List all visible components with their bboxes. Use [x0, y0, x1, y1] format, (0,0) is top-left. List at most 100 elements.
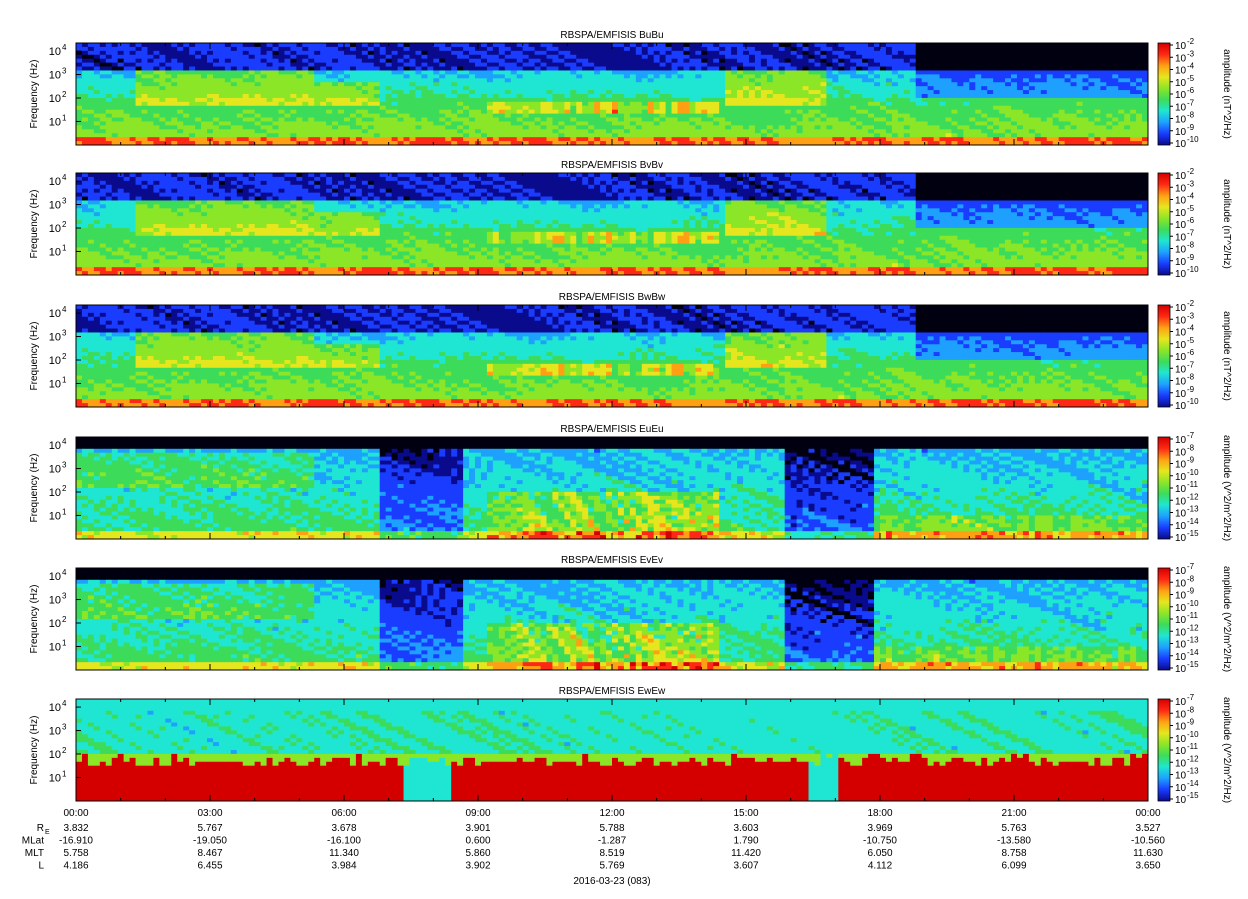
heatmap-cell [81, 220, 89, 225]
heatmap-cell [1124, 101, 1131, 107]
heatmap-cell [480, 70, 488, 75]
heatmap-cell [373, 86, 381, 91]
heatmap-cell [623, 117, 631, 122]
heatmap-cell [588, 74, 595, 79]
heatmap-cell [689, 97, 696, 103]
heatmap-cell [981, 101, 988, 107]
heatmap-cell [1046, 90, 1054, 95]
heatmap-cell [445, 43, 452, 48]
heatmap-cell [93, 176, 101, 182]
heatmap-cell [183, 105, 190, 111]
heatmap-cell [439, 94, 446, 99]
heatmap-cell [433, 66, 440, 71]
heatmap-cell [147, 82, 154, 87]
heatmap-cell [159, 58, 166, 64]
heatmap-cell [623, 86, 631, 91]
heatmap-cell [147, 54, 154, 60]
heatmap-cell [415, 90, 422, 95]
heatmap-cell [582, 90, 589, 95]
heatmap-cell [635, 94, 643, 99]
heatmap-cell [344, 137, 351, 142]
heatmap-cell [790, 133, 798, 138]
heatmap-cell [189, 109, 196, 115]
heatmap-cell [391, 137, 398, 142]
heatmap-cell [415, 137, 422, 142]
heatmap-cell [975, 90, 982, 95]
heatmap-cell [623, 101, 631, 107]
heatmap-cell [421, 70, 428, 75]
heatmap-cell [993, 97, 1000, 103]
heatmap-cell [612, 46, 619, 52]
heatmap-cell [975, 121, 982, 126]
heatmap-cell [1094, 46, 1101, 52]
heatmap-cell [516, 133, 524, 138]
heatmap-cell [891, 43, 899, 48]
heatmap-cell [862, 78, 869, 83]
heatmap-cell [987, 50, 994, 56]
heatmap-cell [349, 113, 357, 118]
heatmap-cell [201, 90, 208, 95]
heatmap-cell [403, 78, 410, 83]
heatmap-cell [921, 125, 929, 130]
heatmap-cell [737, 50, 744, 56]
heatmap-cell [665, 113, 672, 118]
heatmap-cell [659, 105, 666, 111]
heatmap-cell [195, 78, 202, 83]
heatmap-cell [868, 78, 875, 83]
heatmap-cell [1142, 109, 1149, 115]
heatmap-cell [814, 113, 821, 118]
heatmap-cell [522, 66, 530, 71]
heatmap-cell [1082, 125, 1089, 130]
heatmap-cell [576, 58, 583, 64]
heatmap-cell [87, 46, 95, 52]
heatmap-cell [939, 113, 946, 118]
heatmap-cell [677, 78, 684, 83]
heatmap-cell [1112, 58, 1119, 64]
heatmap-cell [296, 78, 303, 83]
heatmap-cell [153, 43, 160, 48]
heatmap-cell [367, 58, 375, 64]
heatmap-cell [469, 86, 476, 91]
heatmap-cell [921, 70, 929, 75]
heatmap-cell [820, 109, 827, 115]
heatmap-cell [1124, 43, 1131, 48]
heatmap-cell [195, 97, 202, 103]
heatmap-cell [93, 43, 101, 48]
heatmap-cell [81, 94, 89, 99]
heatmap-cell [1076, 129, 1083, 134]
heatmap-cell [498, 70, 506, 75]
heatmap-cell [677, 62, 684, 67]
heatmap-cell [689, 117, 696, 122]
heatmap-cell [671, 58, 678, 64]
heatmap-cell [570, 133, 577, 138]
heatmap-cell [677, 97, 684, 103]
heatmap-cell [349, 62, 357, 67]
heatmap-cell [885, 97, 893, 103]
heatmap-cell [1124, 125, 1131, 130]
heatmap-cell [594, 78, 601, 83]
heatmap-cell [850, 82, 857, 87]
heatmap-cell [1136, 43, 1143, 48]
heatmap-cell [105, 216, 113, 221]
heatmap-cell [629, 50, 637, 56]
heatmap-cell [528, 86, 535, 91]
heatmap-cell [641, 74, 649, 79]
heatmap-cell [915, 74, 923, 79]
heatmap-cell [897, 50, 905, 56]
heatmap-cell [123, 113, 130, 118]
heatmap-cell [617, 82, 625, 87]
heatmap-cell [594, 50, 601, 56]
heatmap-cell [1100, 90, 1107, 95]
heatmap-cell [433, 94, 440, 99]
heatmap-cell [594, 82, 601, 87]
heatmap-cell [903, 121, 911, 126]
heatmap-cell [689, 90, 696, 95]
heatmap-cell [415, 50, 422, 56]
heatmap-cell [594, 117, 601, 122]
heatmap-cell [439, 54, 446, 60]
heatmap-cell [754, 78, 762, 83]
heatmap-cell [242, 78, 250, 83]
heatmap-cell [808, 125, 815, 130]
heatmap-cell [1124, 109, 1131, 115]
heatmap-cell [451, 78, 458, 83]
